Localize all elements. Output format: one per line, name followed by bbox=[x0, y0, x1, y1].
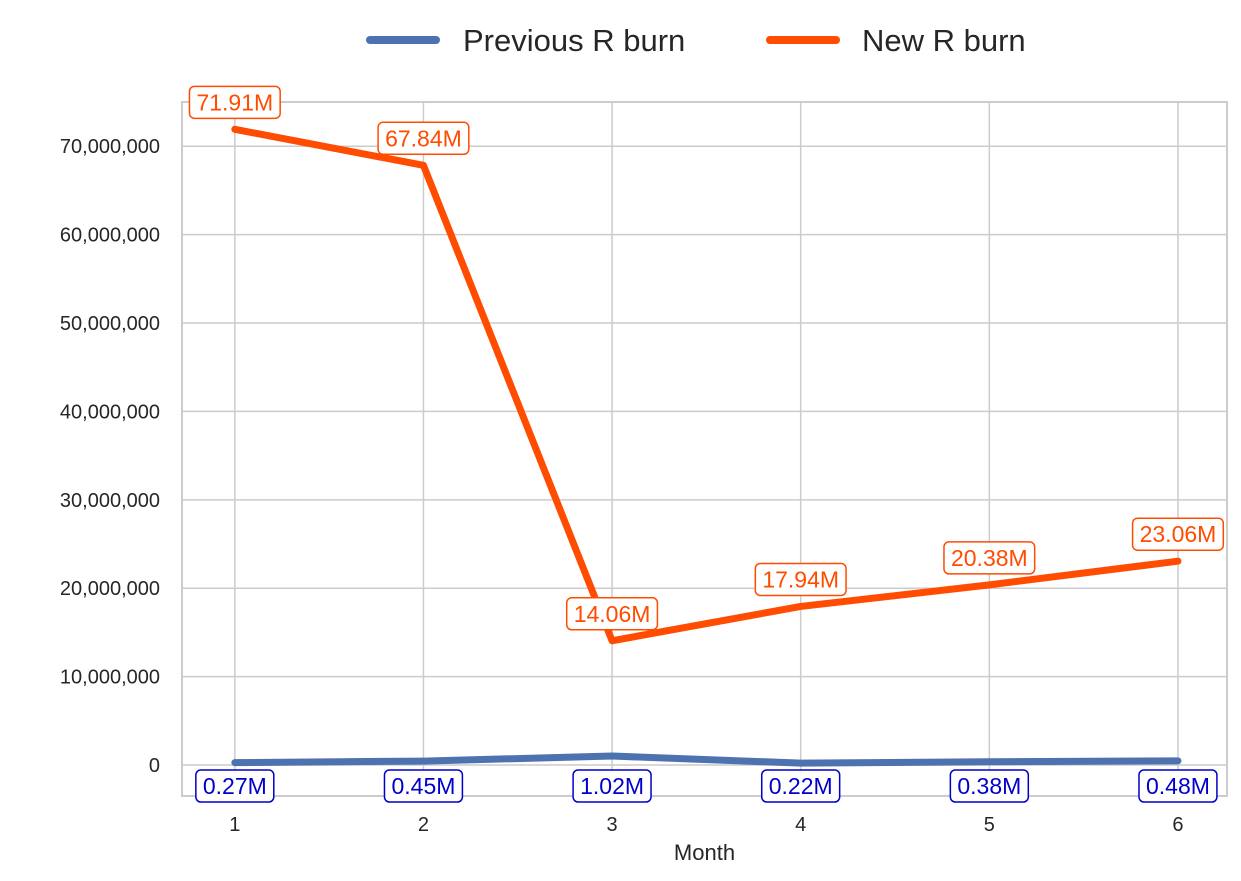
data-label: 23.06M bbox=[1131, 517, 1225, 551]
legend-label: Previous R burn bbox=[463, 23, 685, 58]
data-label: 67.84M bbox=[377, 121, 470, 156]
data-label: 0.22M bbox=[760, 769, 841, 803]
series-line-new-r-burn bbox=[231, 125, 1182, 645]
data-label-text: 0.38M bbox=[957, 773, 1021, 799]
y-tick-label: 0 bbox=[149, 755, 160, 777]
data-label-text: 71.91M bbox=[196, 89, 273, 115]
data-label: 71.91M bbox=[188, 85, 281, 120]
data-label-box bbox=[565, 597, 659, 631]
data-label-box bbox=[760, 769, 841, 803]
x-tick-label: 3 bbox=[607, 814, 618, 836]
data-label-box bbox=[383, 769, 464, 803]
y-tick-label: 50,000,000 bbox=[60, 313, 160, 335]
y-tick-label: 30,000,000 bbox=[60, 490, 160, 512]
x-axis-label: Month bbox=[674, 840, 735, 865]
data-label-box bbox=[1138, 769, 1218, 803]
data-label-box bbox=[943, 541, 1036, 575]
x-tick-label: 1 bbox=[229, 814, 240, 836]
data-labels: 0.27M 0.45M 1.02M 0.22M 0.38M 0.48M 71.91M 67.8… bbox=[188, 85, 1225, 803]
x-tick-label: 5 bbox=[984, 814, 995, 836]
data-label-box bbox=[949, 769, 1030, 803]
y-tick-label: 40,000,000 bbox=[60, 401, 160, 423]
data-label: 0.45M bbox=[383, 769, 464, 803]
data-label-box bbox=[195, 769, 275, 803]
data-label: 17.94M bbox=[754, 562, 847, 597]
data-label: 0.27M bbox=[195, 769, 275, 803]
x-tick-label: 6 bbox=[1172, 814, 1183, 836]
data-label: 1.02M bbox=[572, 769, 652, 803]
y-tick-label: 20,000,000 bbox=[60, 578, 160, 600]
data-label-text: 0.48M bbox=[1146, 773, 1210, 799]
y-tick-label: 60,000,000 bbox=[60, 225, 160, 247]
data-label-text: 1.02M bbox=[580, 773, 644, 799]
legend: Previous R burn New R burn bbox=[366, 23, 1026, 58]
x-axis: 1 2 3 4 5 6 bbox=[229, 814, 1183, 836]
data-label-text: 0.22M bbox=[769, 773, 833, 799]
data-label-text: 20.38M bbox=[951, 545, 1028, 571]
series-lines bbox=[231, 125, 1182, 767]
y-axis: 0 10,000,000 20,000,000 30,000,000 40,000,00… bbox=[60, 136, 160, 777]
data-label: 20.38M bbox=[943, 541, 1036, 575]
data-label-text: 14.06M bbox=[574, 601, 651, 627]
data-label-text: 0.45M bbox=[391, 773, 455, 799]
y-tick-label: 10,000,000 bbox=[60, 667, 160, 689]
x-tick-label: 4 bbox=[795, 814, 806, 836]
plot-frame bbox=[181, 101, 1228, 797]
data-label-text: 23.06M bbox=[1140, 521, 1217, 547]
x-tick-label: 2 bbox=[418, 814, 429, 836]
data-label-box bbox=[188, 85, 281, 120]
data-label: 0.38M bbox=[949, 769, 1030, 803]
data-label-text: 0.27M bbox=[203, 773, 267, 799]
y-tick-label: 70,000,000 bbox=[60, 136, 160, 158]
data-label-text: 17.94M bbox=[762, 566, 839, 592]
data-label-box bbox=[572, 769, 652, 803]
legend-label: New R burn bbox=[862, 23, 1026, 58]
data-label-box bbox=[754, 562, 847, 597]
data-label-box bbox=[377, 121, 470, 156]
data-label-box bbox=[1131, 517, 1225, 551]
data-label: 14.06M bbox=[565, 597, 659, 631]
grid bbox=[182, 102, 1227, 796]
data-label: 0.48M bbox=[1138, 769, 1218, 803]
data-label-text: 67.84M bbox=[385, 125, 462, 151]
series-line-previous-r-burn bbox=[231, 752, 1182, 767]
